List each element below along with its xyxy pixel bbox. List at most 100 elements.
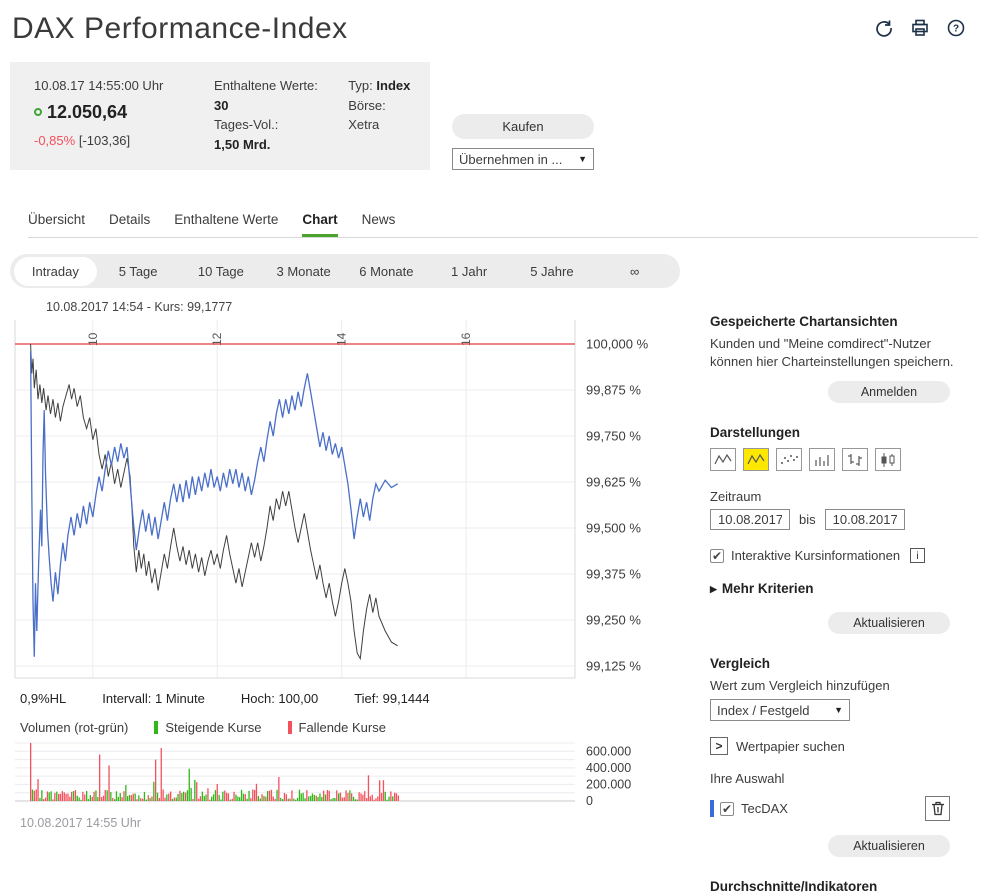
svg-text:100,000 %: 100,000 % [586,337,649,352]
chart-type-mountain-button[interactable] [743,448,769,472]
period-1-jahr[interactable]: 1 Jahr [451,263,488,279]
tecdax-checkbox[interactable]: ✔ [720,801,734,816]
comparison-title: Vergleich [710,656,771,672]
help-button[interactable]: ? [946,18,966,38]
help-icon: ? [947,19,965,37]
included-value: 30 [214,97,229,113]
svg-text:600.000: 600.000 [586,744,631,758]
price-chart[interactable]: 100,000 % 99,875 % 99,750 % 99,625 % 99,500 … [10,318,682,680]
down-swatch-icon [287,721,292,734]
chart-type-bars-button[interactable] [809,448,835,472]
ohlc-chart-icon [848,453,862,466]
date-to-input[interactable] [824,509,905,531]
svg-text:99,125 %: 99,125 % [586,659,641,674]
quote-datetime: 10.08.17 14:55:00 Uhr [34,78,164,93]
saved-views-text: Kunden und "Meine comdirect"-Nutzer könn… [710,336,954,370]
refresh-comparison-button[interactable]: Aktualisieren [828,835,950,858]
tab-news[interactable]: News [361,212,396,227]
svg-text:10: 10 [86,332,100,346]
svg-text:0: 0 [586,794,593,808]
indicators-title: Durchschnitte/Indikatoren [710,879,878,894]
period-10-tage[interactable]: 10 Tage [197,263,244,279]
chart-footer-time: 10.08.2017 14:55 Uhr [20,816,141,830]
saved-views-title: Gespeicherte Chartansichten [710,314,898,329]
refresh-chart-button[interactable]: Aktualisieren [828,612,950,635]
apply-dropdown[interactable]: Übernehmen in ... ▼ [452,148,594,170]
quote-change-pct: -0,85% [34,132,76,148]
period-max[interactable]: ∞ [629,263,640,279]
main-tabs: Übersicht Details Enthaltene Werte Chart… [28,212,978,238]
refresh-button[interactable] [874,18,894,38]
svg-text:16: 16 [459,332,473,346]
printer-icon [912,19,928,36]
svg-text:99,875 %: 99,875 % [586,383,641,398]
zeitraum-label: Zeitraum [710,489,762,505]
stat-low: Tief: 99,1444 [354,691,430,706]
volume-chart[interactable]: 600.000 400.000 200.000 0 [10,739,682,809]
bar-chart-icon [815,454,829,466]
svg-text:99,500 %: 99,500 % [586,521,641,536]
period-3-monate[interactable]: 3 Monate [276,263,331,279]
chart-type-dots-button[interactable] [776,448,802,472]
svg-text:200.000: 200.000 [586,777,631,791]
refresh-icon [876,20,892,37]
up-swatch-icon [154,721,159,734]
volume-legend-down: Fallende Kurse [287,720,386,735]
comparison-item-name: TecDAX [741,801,788,817]
svg-text:99,250 %: 99,250 % [586,613,641,628]
info-icon[interactable]: i [910,548,926,564]
chart-type-ohlc-button[interactable] [842,448,868,472]
period-6-monate[interactable]: 6 Monate [359,263,414,279]
dot-chart-icon [781,454,798,464]
apply-dropdown-value: Übernehmen in ... [459,151,563,167]
print-button[interactable] [910,18,930,38]
interactive-checkbox[interactable]: ✔ [710,548,724,563]
chevron-right-icon: ▶ [710,584,717,595]
representations-title: Darstellungen [710,425,801,441]
header-toolbar: ? [874,18,966,38]
svg-text:14: 14 [335,332,349,346]
tab-uebersicht[interactable]: Übersicht [28,212,86,227]
quote-price: 12.050,64 [47,101,128,122]
comparison-dropdown[interactable]: Index / Festgeld ▼ [710,699,850,722]
chart-stats: 0,9%HL Intervall: 1 Minute Hoch: 100,00 … [20,691,684,706]
crosshair-info: 10.08.2017 14:54 - Kurs: 99,1777 [46,300,233,314]
volume-label: Tages-Vol.: [214,117,279,132]
delete-comparison-button[interactable] [925,796,950,822]
svg-text:12: 12 [210,332,224,346]
chevron-down-icon: ▼ [578,154,587,164]
volume-legend-title: Volumen (rot-grün) [20,720,129,735]
quote-box: 10.08.17 14:55:00 Uhr 12.050,64 -0,85% [… [10,62,430,170]
page-title: DAX Performance-Index [12,12,348,45]
bis-label: bis [799,512,816,528]
period-5-jahre[interactable]: 5 Jahre [530,263,574,279]
comparison-item-row: ✔ TecDAX [710,796,972,822]
buy-button[interactable]: Kaufen [452,114,594,139]
chevron-down-icon: ▼ [834,705,843,716]
volume-value: 1,50 Mrd. [214,136,271,152]
security-search[interactable]: > Wertpapier suchen [710,737,972,756]
tab-chart[interactable]: Chart [302,212,338,237]
more-criteria-toggle[interactable]: ▶ Mehr Kriterien [710,581,814,597]
chart-type-line-button[interactable] [710,448,736,472]
period-5-tage[interactable]: 5 Tage [118,263,158,279]
svg-text:99,375 %: 99,375 % [586,567,641,582]
quote-section: 10.08.17 14:55:00 Uhr 12.050,64 -0,85% [… [10,62,978,170]
chart-type-candlestick-button[interactable] [875,448,901,472]
comparison-dropdown-value: Index / Festgeld [717,702,810,718]
stat-range: 0,9%HL [20,691,67,706]
status-ring-icon [34,108,42,116]
period-bar: Intraday 5 Tage 10 Tage 3 Monate 6 Monat… [10,254,680,288]
period-intraday[interactable]: Intraday [14,256,97,286]
stat-interval: Intervall: 1 Minute [102,691,205,706]
tab-details[interactable]: Details [109,212,151,227]
expand-arrow-icon: > [710,737,728,756]
page-header: DAX Performance-Index ? [10,8,978,46]
candlestick-chart-icon [881,452,895,467]
svg-text:99,625 %: 99,625 % [586,475,641,490]
type-label: Typ: [348,78,373,93]
tab-enthaltene-werte[interactable]: Enthaltene Werte [174,212,279,227]
date-from-input[interactable] [710,509,790,531]
svg-text:99,750 %: 99,750 % [586,429,641,444]
anmelden-button[interactable]: Anmelden [828,381,950,404]
